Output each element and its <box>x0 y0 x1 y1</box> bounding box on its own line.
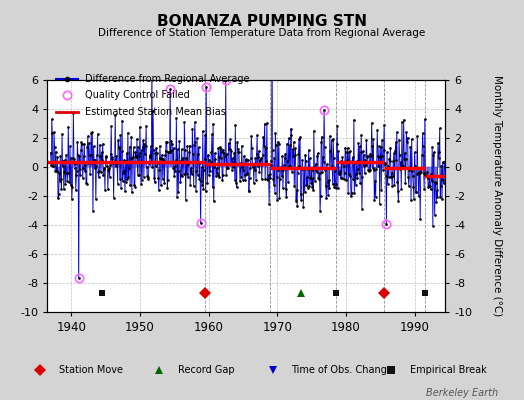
Text: Empirical Break: Empirical Break <box>410 365 487 375</box>
Text: Estimated Station Mean Bias: Estimated Station Mean Bias <box>85 107 226 117</box>
Text: Record Gap: Record Gap <box>178 365 234 375</box>
Text: Time of Obs. Change: Time of Obs. Change <box>291 365 394 375</box>
Y-axis label: Monthly Temperature Anomaly Difference (°C): Monthly Temperature Anomaly Difference (… <box>492 75 502 317</box>
Text: Difference from Regional Average: Difference from Regional Average <box>85 74 249 84</box>
Text: Station Move: Station Move <box>59 365 123 375</box>
Text: Quality Control Failed: Quality Control Failed <box>85 90 190 100</box>
Text: Berkeley Earth: Berkeley Earth <box>425 388 498 398</box>
Text: BONANZA PUMPING STN: BONANZA PUMPING STN <box>157 14 367 29</box>
Text: Difference of Station Temperature Data from Regional Average: Difference of Station Temperature Data f… <box>99 28 425 38</box>
